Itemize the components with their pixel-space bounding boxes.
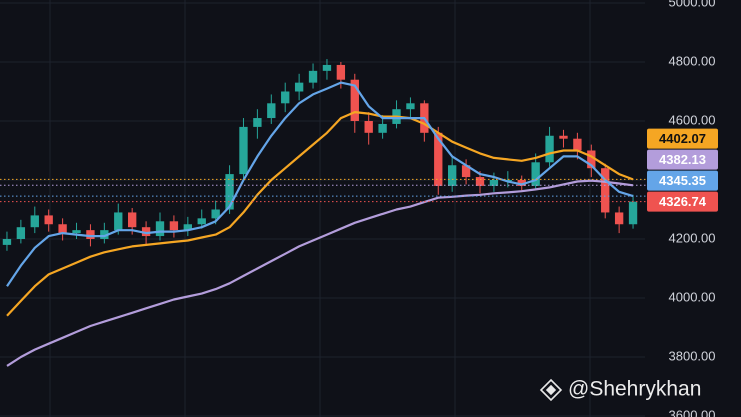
candle-body bbox=[281, 91, 290, 104]
y-tick-label: 4800.00 bbox=[669, 53, 716, 68]
moving-average-line bbox=[6, 81, 634, 287]
candle-body bbox=[489, 180, 499, 186]
price-label-text: 4345.35 bbox=[659, 173, 706, 188]
price-label-box bbox=[647, 128, 718, 149]
candle-body bbox=[239, 126, 248, 175]
icon-center bbox=[545, 384, 557, 396]
candle-body bbox=[267, 103, 276, 119]
price-label: 4382.13 bbox=[647, 149, 718, 170]
candle-body bbox=[128, 212, 137, 228]
price-label-box bbox=[647, 149, 718, 170]
price-label-box bbox=[647, 191, 718, 212]
candle-body bbox=[475, 177, 485, 186]
candle-body bbox=[294, 82, 304, 92]
candle-body bbox=[336, 64, 346, 80]
candle-body bbox=[448, 165, 457, 186]
candle-body bbox=[225, 174, 234, 210]
candle-body bbox=[573, 138, 582, 151]
candle-body bbox=[434, 132, 443, 186]
candle-body bbox=[559, 135, 568, 139]
candle-body bbox=[517, 180, 526, 186]
price-label: 4402.07 bbox=[647, 128, 718, 149]
candle-body bbox=[531, 162, 540, 186]
vertical-grid bbox=[49, 0, 591, 417]
y-tick-label: 4000.00 bbox=[669, 289, 716, 304]
candle-body bbox=[364, 121, 373, 133]
moving-average-line bbox=[6, 111, 634, 317]
candle-body bbox=[100, 230, 109, 239]
candle-body bbox=[44, 215, 53, 225]
candle-body bbox=[114, 212, 123, 231]
price-label-text: 4402.07 bbox=[659, 131, 706, 146]
candle-body bbox=[587, 150, 596, 169]
candle-body bbox=[350, 79, 359, 121]
candle-body bbox=[614, 212, 624, 225]
candle-body bbox=[308, 70, 318, 83]
icon-diamond bbox=[539, 378, 563, 402]
candle-body bbox=[2, 239, 12, 245]
price-label-text: 4382.13 bbox=[659, 152, 706, 167]
price-label-text: 4326.74 bbox=[659, 194, 707, 209]
y-tick-label: 3600.00 bbox=[669, 407, 716, 417]
candle-body bbox=[378, 123, 387, 133]
candle-body bbox=[183, 224, 192, 231]
watermark: @Shehrykhan bbox=[568, 378, 701, 401]
candle-body bbox=[253, 118, 262, 127]
candle-body bbox=[169, 221, 179, 231]
y-tick-label: 4600.00 bbox=[669, 112, 716, 127]
price-label-box bbox=[647, 170, 718, 191]
candle-body bbox=[16, 227, 26, 239]
candle-body bbox=[141, 227, 151, 237]
candle-body bbox=[72, 230, 81, 234]
candle-body bbox=[58, 224, 67, 234]
candle-body bbox=[211, 209, 220, 219]
candle-body bbox=[86, 230, 95, 239]
candle-body bbox=[322, 64, 332, 71]
y-tick-label: 5000.00 bbox=[669, 0, 716, 9]
moving-average-line bbox=[6, 179, 634, 367]
candle-body bbox=[197, 218, 206, 225]
candle-body bbox=[406, 103, 415, 110]
candle-body bbox=[30, 215, 39, 228]
watermark-icon bbox=[539, 378, 563, 402]
candle-body bbox=[461, 165, 471, 178]
candle-body bbox=[601, 168, 610, 213]
candle-body bbox=[155, 221, 165, 237]
candle-body bbox=[545, 135, 554, 163]
y-tick-label: 4200.00 bbox=[669, 230, 716, 245]
y-tick-label: 3800.00 bbox=[669, 348, 716, 363]
candle-body bbox=[628, 201, 638, 225]
price-label: 4345.35 bbox=[647, 170, 718, 191]
price-label: 4326.74 bbox=[647, 191, 718, 212]
